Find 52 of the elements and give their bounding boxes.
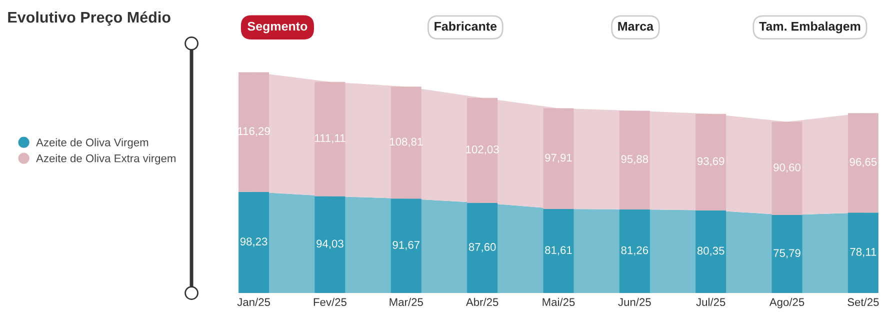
data-label: 78,11	[850, 248, 876, 258]
bar	[238, 192, 270, 294]
bar	[467, 98, 498, 203]
bar	[696, 114, 726, 210]
legend-label: Azeite de Oliva Virgem	[36, 138, 148, 149]
bar	[390, 198, 422, 294]
data-label: 90,60	[774, 164, 800, 173]
data-label: 95,88	[621, 155, 648, 164]
data-label: 102,03	[466, 145, 499, 155]
x-tick-label: Jan/25	[237, 298, 270, 306]
data-label: 94,03	[316, 240, 344, 249]
x-tick-label: Set/25	[848, 298, 879, 306]
bar	[314, 196, 346, 294]
data-label: 81,26	[621, 246, 648, 256]
bar	[848, 113, 878, 213]
data-label: 98,23	[240, 238, 268, 247]
x-tick-label: Mai/25	[542, 298, 575, 306]
bar	[772, 122, 802, 216]
data-label: 87,60	[468, 243, 496, 252]
annotation: Marca	[618, 22, 654, 31]
annotation: Fabricante	[434, 22, 497, 31]
text: Evolutivo Preço Médio	[8, 11, 170, 26]
annotation: Segmento	[248, 22, 308, 34]
bar	[696, 210, 726, 294]
data-label: 96,65	[850, 158, 877, 168]
data-label: 116,29	[238, 127, 270, 136]
legend-label: Azeite de Oliva Extra virgem	[36, 154, 176, 164]
data-label: 97,91	[545, 154, 572, 163]
x-tick-label: Abr/25	[466, 298, 498, 306]
data-label: 111,11	[315, 134, 346, 144]
bar	[238, 72, 270, 192]
x-tick-label: Jun/25	[618, 298, 651, 306]
bar	[390, 86, 422, 199]
data-label: 108,81	[390, 138, 423, 147]
x-tick-label: Mar/25	[390, 298, 423, 306]
x-tick-label: Fev/25	[314, 298, 346, 306]
data-label: 81,61	[545, 246, 572, 256]
bar	[314, 82, 346, 196]
bar	[619, 209, 650, 294]
annotation: Tam. Embalagem	[759, 22, 860, 34]
bar	[543, 209, 574, 294]
bar	[848, 212, 878, 294]
data-label: 93,69	[697, 157, 724, 166]
data-label: 91,67	[392, 240, 420, 250]
data-label: 75,79	[774, 249, 800, 258]
data-label: 80,35	[697, 246, 724, 256]
bar	[543, 108, 574, 210]
x-tick-label: Ago/25	[769, 298, 804, 308]
x-tick-label: Jul/25	[696, 298, 726, 306]
bar	[467, 202, 498, 294]
bar	[772, 215, 802, 294]
bar	[619, 110, 650, 210]
